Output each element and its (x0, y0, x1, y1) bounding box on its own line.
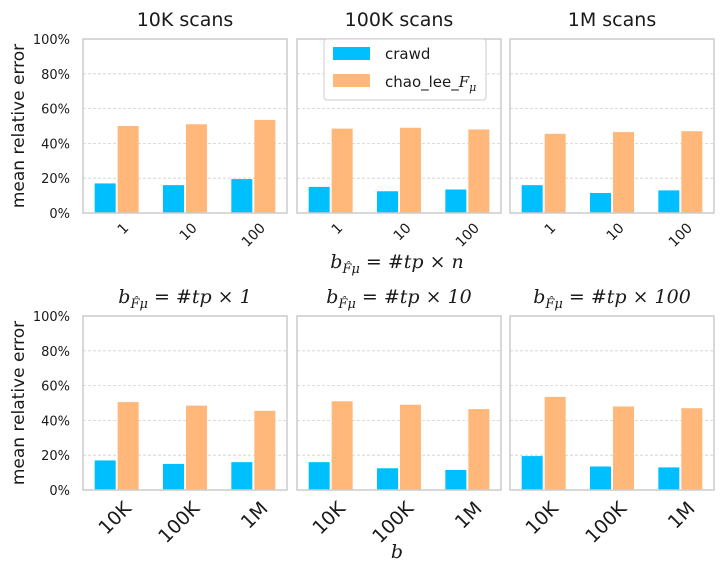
bar-crawd-1 (308, 186, 330, 213)
x-tick-label: 10K (308, 497, 350, 539)
x-tick-label: 100 (453, 220, 483, 250)
axes-frame (82, 38, 288, 214)
x-tick-label: 100 (666, 220, 696, 250)
bar-chao-lee-10k (117, 402, 139, 490)
x-tick-label: 10K (521, 497, 563, 539)
axes-frame (509, 315, 715, 491)
bar-crawd-100 (445, 189, 467, 213)
x-tick-label: 1 (115, 220, 133, 238)
axes-frame (82, 315, 288, 491)
x-tick-label: 100 (239, 220, 269, 250)
bar-crawd-100k (590, 466, 611, 490)
bar-chao-lee-100 (681, 131, 703, 213)
y-tick-label: 20% (41, 449, 70, 464)
chart-panel-6: 10K 100K 1M (509, 315, 715, 548)
bottom-row-x-label: b (391, 541, 403, 563)
panel-title: bF̂μ = #tp × 100 (533, 286, 691, 312)
bar-chao-lee-1m (468, 409, 490, 490)
y-tick-label: 20% (41, 172, 70, 187)
y-tick-label: 100% (33, 33, 70, 48)
bar-crawd-1 (94, 183, 116, 213)
legend-label-chao-lee: chao_lee_Fμ (385, 73, 476, 94)
x-tick-label: 1 (542, 220, 560, 238)
bar-crawd-100 (231, 179, 253, 213)
bar-crawd-1m (658, 467, 680, 490)
x-tick-label: 1 (329, 220, 347, 238)
x-tick-label: 1M (451, 498, 487, 534)
axes-frame (509, 38, 715, 214)
bar-chao-lee-10k (331, 401, 353, 490)
x-tick-label: 10K (94, 497, 136, 539)
bar-chao-lee-1 (544, 133, 566, 213)
y-tick-label: 80% (41, 345, 70, 360)
panel-title: 1M scans (568, 9, 656, 31)
y-tick-label: 0% (49, 484, 70, 499)
bar-chao-lee-1 (331, 128, 353, 213)
bar-crawd-100k (377, 468, 398, 490)
legend-label-crawd: crawd (385, 45, 430, 63)
bar-chao-lee-10 (400, 127, 421, 213)
chart-panel-5: 10K 100K 1M (296, 315, 502, 548)
x-tick-label: 10 (391, 220, 415, 244)
legend-swatch-chao-lee (333, 74, 370, 87)
x-tick-label: 100K (154, 497, 204, 547)
chart-panel-3: 1 10 100 1M scans (509, 9, 715, 251)
legend-swatch-crawd (333, 47, 370, 60)
x-tick-label: 10 (177, 220, 201, 244)
y-tick-label: 0% (49, 207, 70, 222)
bar-chao-lee-100 (254, 119, 276, 213)
x-tick-label: 1M (237, 498, 273, 534)
y-axis-label: mean relative error (9, 44, 29, 208)
bar-crawd-1m (445, 469, 467, 490)
y-axis-label: mean relative error (9, 321, 29, 485)
legend: crawd chao_lee_Fμ (323, 38, 487, 101)
bar-chao-lee-10 (186, 124, 207, 213)
bar-crawd-100 (658, 190, 680, 213)
bar-crawd-100k (163, 463, 184, 490)
bar-chao-lee-100k (613, 406, 634, 490)
bar-crawd-10 (590, 192, 611, 213)
y-tick-label: 60% (41, 380, 70, 395)
bar-crawd-1 (521, 185, 543, 213)
x-tick-label: 10 (604, 220, 628, 244)
bar-chao-lee-100k (186, 405, 207, 490)
bar-chao-lee-100 (468, 129, 490, 213)
bar-chao-lee-100k (400, 404, 421, 490)
chart-panel-1: 1 10 100 10K scans 0% 20% 40% 60% 80% 100% mean re… (9, 9, 288, 251)
chart-panel-4: 10K 100K 1M 0% 20% 40% 60% 80% 100% mean relative… (9, 310, 288, 548)
y-tick-label: 60% (41, 103, 70, 118)
bar-crawd-10k (308, 462, 330, 490)
y-tick-label: 80% (41, 68, 70, 83)
y-tick-label: 100% (33, 310, 70, 325)
top-row-x-label: bF̂μ = #tp × n (330, 251, 464, 277)
y-tick-label: 40% (41, 137, 70, 152)
panel-title: 10K scans (137, 9, 234, 31)
bar-chao-lee-1m (681, 408, 703, 490)
axes-frame (296, 315, 502, 491)
bar-crawd-10 (377, 191, 398, 213)
bar-chao-lee-1m (254, 410, 276, 490)
x-tick-label: 100K (581, 497, 631, 547)
panel-title: bF̂μ = #tp × 10 (326, 286, 472, 312)
bar-crawd-10k (521, 456, 543, 490)
panel-title: 100K scans (345, 9, 454, 31)
x-tick-label: 1M (664, 498, 700, 534)
bar-chao-lee-10k (544, 396, 566, 490)
bar-crawd-10k (94, 460, 116, 490)
bar-crawd-10 (163, 185, 184, 213)
bar-crawd-1m (231, 462, 253, 490)
bar-chao-lee-10 (613, 132, 634, 213)
panel-title: bF̂μ = #tp × 1 (118, 286, 251, 312)
y-tick-label: 40% (41, 414, 70, 429)
bar-chao-lee-1 (117, 126, 139, 213)
